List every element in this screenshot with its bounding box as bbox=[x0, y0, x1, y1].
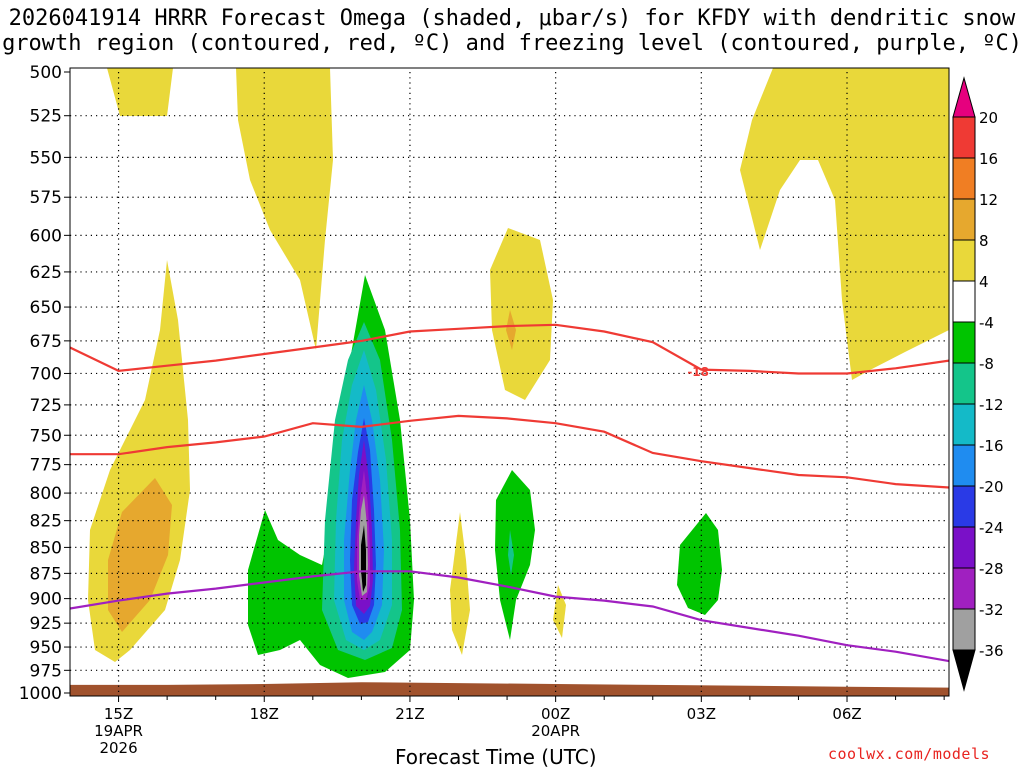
omega-negative-area bbox=[677, 513, 722, 615]
colorbar-label: -12 bbox=[979, 396, 1004, 414]
y-tick-label: 975 bbox=[30, 661, 62, 681]
x-tick-year: 2026 bbox=[99, 739, 137, 757]
y-tick-label: 950 bbox=[30, 638, 62, 658]
omega-shading bbox=[70, 68, 949, 696]
colorbar-label: -4 bbox=[979, 314, 994, 332]
colorbar: 20 16 12 8 4 -4 -8 -12 -16 -20 -24 -28 -32 -36 bbox=[952, 76, 1004, 692]
colorbar-swatch bbox=[952, 403, 976, 446]
omega-negative-area bbox=[495, 470, 535, 640]
y-tick-label: 725 bbox=[30, 396, 62, 416]
omega-negative-area bbox=[508, 530, 514, 575]
colorbar-label: 16 bbox=[979, 150, 998, 168]
x-tick-date: 19APR bbox=[94, 722, 143, 740]
surface-terrain bbox=[70, 682, 949, 696]
contour-lines bbox=[70, 323, 949, 663]
omega-positive-area bbox=[740, 68, 949, 380]
y-tick-label: 700 bbox=[30, 364, 62, 384]
x-tick-label: 06Z bbox=[832, 705, 861, 723]
colorbar-top-triangle bbox=[952, 76, 976, 118]
dgz-top-contour bbox=[70, 323, 949, 375]
colorbar-swatch bbox=[952, 526, 976, 569]
y-tick-label: 900 bbox=[30, 590, 62, 610]
y-tick-label: 600 bbox=[30, 226, 62, 246]
y-tick-label: 550 bbox=[30, 148, 62, 168]
y-tick-label: 850 bbox=[30, 538, 62, 558]
omega-positive-area bbox=[450, 512, 470, 655]
colorbar-swatch bbox=[952, 280, 976, 323]
y-tick-label: 1000 bbox=[19, 684, 62, 704]
colorbar-label: 8 bbox=[979, 232, 989, 250]
y-tick-label: 525 bbox=[30, 107, 62, 127]
plot-frame bbox=[69, 67, 950, 697]
colorbar-swatch bbox=[952, 444, 976, 487]
y-tick-label: 650 bbox=[30, 298, 62, 318]
y-tick-label: 675 bbox=[30, 332, 62, 352]
colorbar-label: -20 bbox=[979, 478, 1004, 496]
colorbar-label: -32 bbox=[979, 601, 1004, 619]
dgz-bottom-contour bbox=[70, 414, 949, 489]
colorbar-swatch bbox=[952, 567, 976, 610]
dgz-contour-label: -18 bbox=[687, 365, 709, 379]
colorbar-label: -24 bbox=[979, 519, 1004, 537]
y-tick-label: 825 bbox=[30, 512, 62, 532]
y-tick-label: 625 bbox=[30, 263, 62, 283]
y-tick-label: 575 bbox=[30, 188, 62, 208]
colorbar-label: -36 bbox=[979, 642, 1004, 660]
omega-positive-area bbox=[108, 478, 172, 632]
colorbar-label: -8 bbox=[979, 355, 994, 373]
omega-negative-area bbox=[361, 525, 366, 592]
x-tick-date: 20APR bbox=[531, 722, 580, 740]
colorbar-swatch bbox=[952, 608, 976, 651]
x-tick-label: 03Z bbox=[687, 705, 716, 723]
x-tick-label: 21Z bbox=[395, 705, 424, 723]
colorbar-label: -28 bbox=[979, 560, 1004, 578]
colorbar-swatch bbox=[952, 239, 976, 282]
freezing-level-contour bbox=[70, 570, 949, 663]
colorbar-swatch bbox=[952, 321, 976, 364]
x-tick-label: 00Z bbox=[541, 705, 570, 723]
chart-title-line-2: growth region (contoured, red, ºC) and f… bbox=[2, 31, 1022, 56]
colorbar-swatch bbox=[952, 485, 976, 528]
y-tick-label: 500 bbox=[30, 63, 62, 83]
x-axis-title: Forecast Time (UTC) bbox=[395, 745, 597, 769]
colorbar-bottom-triangle bbox=[952, 649, 976, 692]
omega-positive-area bbox=[506, 310, 516, 350]
colorbar-swatch bbox=[952, 198, 976, 241]
omega-positive-area bbox=[236, 68, 333, 350]
y-tick-label: 925 bbox=[30, 614, 62, 634]
y-tick-label: 775 bbox=[30, 456, 62, 476]
omega-positive-area bbox=[107, 68, 173, 116]
colorbar-label: 20 bbox=[979, 109, 998, 127]
colorbar-swatch bbox=[952, 362, 976, 405]
grid bbox=[70, 72, 949, 693]
colorbar-label: 12 bbox=[979, 191, 998, 209]
chart-title-line-1: 2026041914 HRRR Forecast Omega (shaded, … bbox=[8, 6, 1016, 31]
site-watermark: coolwx.com/models bbox=[828, 745, 991, 763]
y-axis: 500 525 550 575 600 625 650 675 700 725 750 775 800 8… bbox=[19, 63, 70, 704]
x-tick-label: 15Z bbox=[104, 705, 133, 723]
colorbar-label: -16 bbox=[979, 437, 1004, 455]
y-tick-label: 750 bbox=[30, 426, 62, 446]
colorbar-label: 4 bbox=[979, 273, 989, 291]
y-tick-label: 800 bbox=[30, 484, 62, 504]
colorbar-swatch bbox=[952, 157, 976, 200]
omega-positive-area bbox=[490, 228, 553, 400]
omega-positive-area bbox=[553, 585, 566, 638]
x-tick-label: 18Z bbox=[250, 705, 279, 723]
colorbar-swatch bbox=[952, 116, 976, 159]
y-tick-label: 875 bbox=[30, 564, 62, 584]
